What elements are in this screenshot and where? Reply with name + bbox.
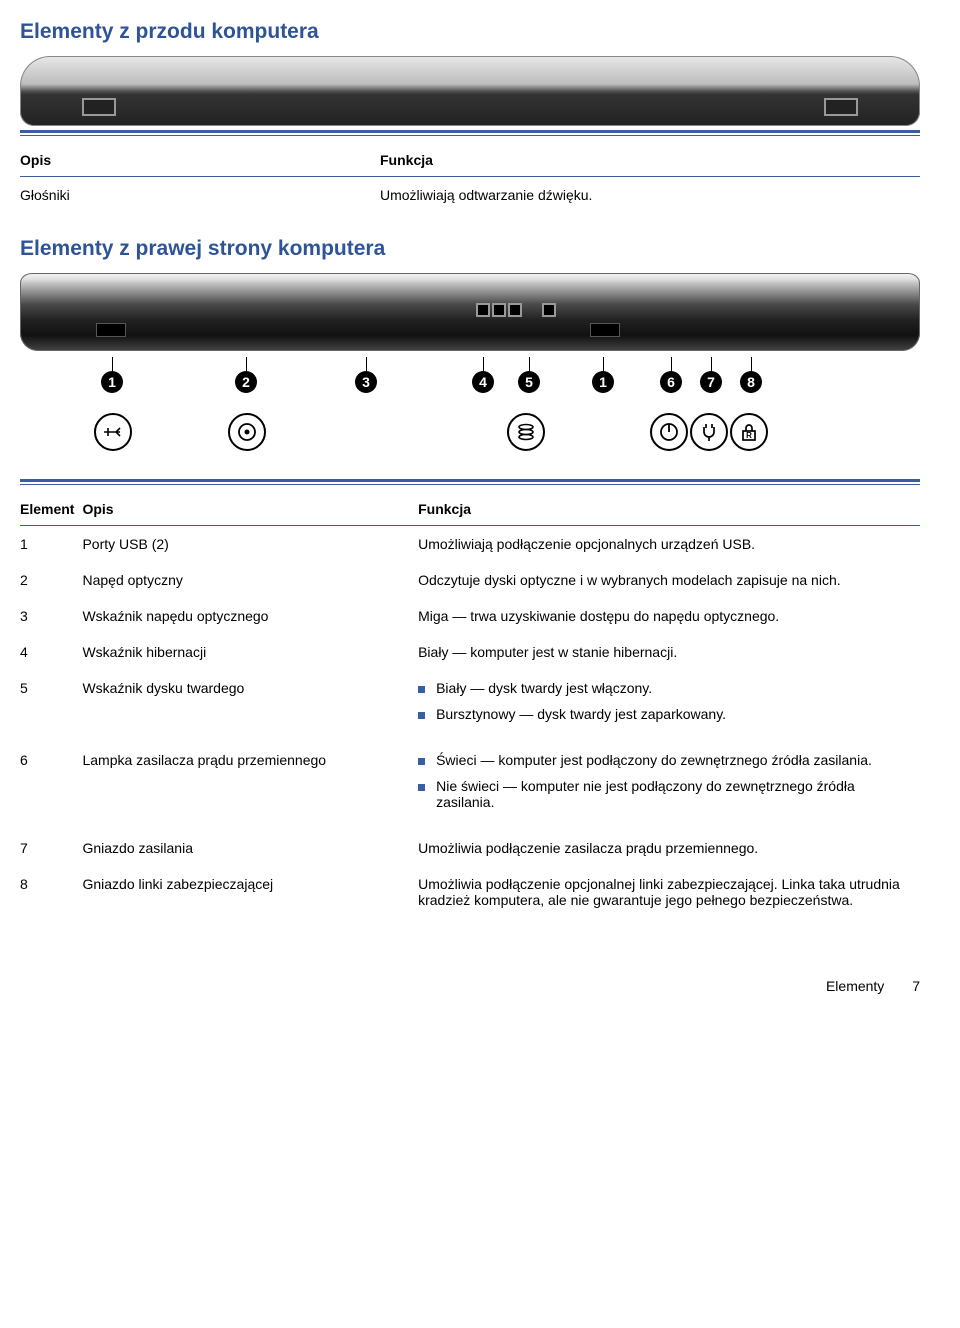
page-footer: Elementy 7: [20, 978, 920, 994]
section2-heading: Elementy z prawej strony komputera: [20, 237, 920, 261]
divider-thick: [20, 130, 920, 133]
callout-3: 3: [355, 357, 377, 393]
cell-name: Wskaźnik dysku twardego: [82, 670, 418, 742]
cell-func: Odczytuje dyski optyczne i w wybranych m…: [418, 562, 920, 598]
table-row: 7Gniazdo zasilaniaUmożliwia podłączenie …: [20, 830, 920, 866]
footer-section: Elementy: [826, 978, 884, 994]
led-icon: [492, 303, 506, 317]
bullet-item: Świeci — komputer jest podłączony do zew…: [418, 752, 910, 768]
callout-num: 5: [518, 371, 540, 393]
cell-func: Biały — komputer jest w stanie hibernacj…: [418, 634, 920, 670]
divider-thick: [20, 479, 920, 482]
callout-num: 1: [592, 371, 614, 393]
led-icon: [508, 303, 522, 317]
bullet-item: Bursztynowy — dysk twardy jest zaparkowa…: [418, 706, 910, 722]
callout-2: 2: [235, 357, 257, 393]
power-icon: [650, 413, 688, 451]
laptop-front-illustration: [20, 56, 920, 126]
bullet-item: Biały — dysk twardy jest włączony.: [418, 680, 910, 696]
table-row: 2Napęd optycznyOdczytuje dyski optyczne …: [20, 562, 920, 598]
cell-num: 7: [20, 830, 82, 866]
led-icon: [542, 303, 556, 317]
cell-num: 5: [20, 670, 82, 742]
cell-name: Głośniki: [20, 177, 380, 214]
cell-num: 4: [20, 634, 82, 670]
led-icon: [476, 303, 490, 317]
callout-container: 1 2 3 4 5 1 6 7 8: [20, 357, 920, 457]
table-row: 5Wskaźnik dysku twardegoBiały — dysk twa…: [20, 670, 920, 742]
bullet-list: Świeci — komputer jest podłączony do zew…: [418, 752, 910, 810]
cell-name: Porty USB (2): [82, 526, 418, 563]
laptop-right-illustration: 1 2 3 4 5 1 6 7 8: [20, 273, 920, 473]
callout-num: 3: [355, 371, 377, 393]
section1-heading: Elementy z przodu komputera: [20, 20, 920, 44]
cell-func: Umożliwia podłączenie opcjonalnej linki …: [418, 866, 920, 918]
cell-name: Wskaźnik napędu optycznego: [82, 598, 418, 634]
callout-num: 6: [660, 371, 682, 393]
table-row: 3Wskaźnik napędu optycznegoMiga — trwa u…: [20, 598, 920, 634]
speaker-right: [824, 98, 858, 116]
callout-1: 1: [101, 357, 123, 393]
cell-func: Umożliwiają odtwarzanie dźwięku.: [380, 177, 920, 214]
callout-1b: 1: [592, 357, 614, 393]
callout-num: 4: [472, 371, 494, 393]
divider-thin: [20, 135, 920, 136]
bullet-item: Nie świeci — komputer nie jest podłączon…: [418, 778, 910, 810]
cell-name: Gniazdo zasilania: [82, 830, 418, 866]
callout-8: 8: [740, 357, 762, 393]
callout-num: 2: [235, 371, 257, 393]
callout-num: 7: [700, 371, 722, 393]
lock-icon: R: [730, 413, 768, 451]
cell-name: Napęd optyczny: [82, 562, 418, 598]
cell-name: Wskaźnik hibernacji: [82, 634, 418, 670]
section1-table: Opis Funkcja Głośniki Umożliwiają odtwar…: [20, 146, 920, 213]
cell-num: 8: [20, 866, 82, 918]
callout-num: 8: [740, 371, 762, 393]
cell-func: Miga — trwa uzyskiwanie dostępu do napęd…: [418, 598, 920, 634]
plug-icon: [690, 413, 728, 451]
table-row: Głośniki Umożliwiają odtwarzanie dźwięku…: [20, 177, 920, 214]
cell-num: 3: [20, 598, 82, 634]
cell-name: Lampka zasilacza prądu przemiennego: [82, 742, 418, 830]
cell-num: 2: [20, 562, 82, 598]
table-row: 4Wskaźnik hibernacjiBiały — komputer jes…: [20, 634, 920, 670]
callout-6: 6: [660, 357, 682, 393]
table-row: 6Lampka zasilacza prądu przemiennegoŚwie…: [20, 742, 920, 830]
cell-func: Świeci — komputer jest podłączony do zew…: [418, 742, 920, 830]
usb-icon: [94, 413, 132, 451]
col-header-element: Element: [20, 495, 82, 526]
table-row: 8Gniazdo linki zabezpieczającejUmożliwia…: [20, 866, 920, 918]
col-header-opis: Opis: [82, 495, 418, 526]
col-header-opis: Opis: [20, 146, 380, 177]
svg-text:R: R: [746, 431, 752, 440]
section2-table: Element Opis Funkcja 1Porty USB (2)Umożl…: [20, 495, 920, 918]
footer-page-number: 7: [912, 978, 920, 994]
usb-port-icon: [96, 323, 126, 337]
speaker-left: [82, 98, 116, 116]
table-row: 1Porty USB (2)Umożliwiają podłączenie op…: [20, 526, 920, 563]
table-header-row: Opis Funkcja: [20, 146, 920, 177]
cell-num: 6: [20, 742, 82, 830]
col-header-funkcja: Funkcja: [380, 146, 920, 177]
callout-num: 1: [101, 371, 123, 393]
col-header-funkcja: Funkcja: [418, 495, 920, 526]
disk-icon: [507, 413, 545, 451]
laptop-right-body: [20, 273, 920, 351]
cell-name: Gniazdo linki zabezpieczającej: [82, 866, 418, 918]
divider-thin: [20, 484, 920, 485]
optical-icon: [228, 413, 266, 451]
table-header-row: Element Opis Funkcja: [20, 495, 920, 526]
usb-port-icon: [590, 323, 620, 337]
cell-func: Umożliwia podłączenie zasilacza prądu pr…: [418, 830, 920, 866]
bullet-list: Biały — dysk twardy jest włączony. Burszt…: [418, 680, 910, 722]
callout-7: 7: [700, 357, 722, 393]
cell-func: Biały — dysk twardy jest włączony. Burszt…: [418, 670, 920, 742]
callout-5: 5: [518, 357, 540, 393]
cell-num: 1: [20, 526, 82, 563]
callout-4: 4: [472, 357, 494, 393]
cell-func: Umożliwiają podłączenie opcjonalnych urz…: [418, 526, 920, 563]
